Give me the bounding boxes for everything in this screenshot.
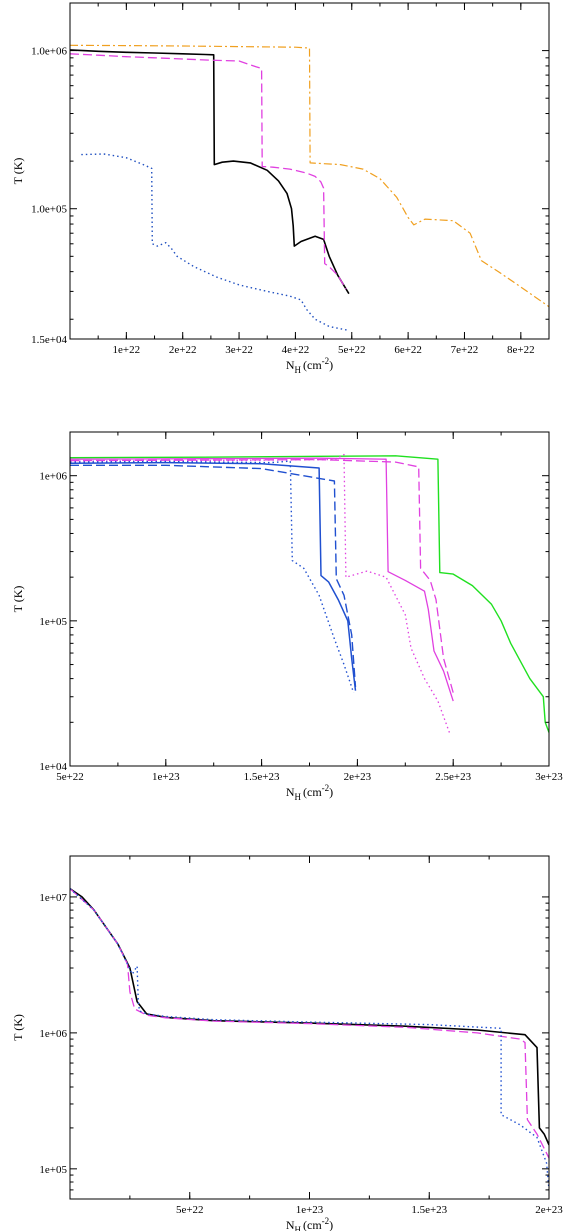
series-7-line xyxy=(70,460,355,693)
series-6-line xyxy=(70,464,357,688)
chart-1: 1e+22 2e+22 3e+22 4e+22 5e+22 6e+22 7e+22 8e+22… xyxy=(11,2,550,375)
x-tick-label: 7e+22 xyxy=(451,344,479,356)
y-tick-label: 1.5e+04 xyxy=(31,334,67,346)
series-2-line xyxy=(70,888,549,1159)
y-axis-title: T (K) xyxy=(11,158,25,185)
x-axis-title: NH (cm-2) xyxy=(286,356,333,375)
plot-frame xyxy=(69,431,550,767)
y-tick-label: 1e+06 xyxy=(39,1028,67,1040)
series-4-line xyxy=(81,153,350,332)
x-tick-label: 8e+22 xyxy=(507,344,535,356)
series-4-line xyxy=(70,453,451,733)
x-tick-label: 2e+22 xyxy=(169,344,197,356)
x-tick-label: 2.5e+23 xyxy=(435,771,471,783)
x-axis-title: NH (cm-2) xyxy=(286,1216,333,1231)
plot-area xyxy=(70,888,549,1190)
x-tick-label: 2e+23 xyxy=(535,1204,563,1216)
y-tick-label: 1e+05 xyxy=(39,1164,67,1176)
x-axis-title: NH (cm-2) xyxy=(286,783,333,802)
chart-2: 5e+22 1e+23 1.5e+23 2e+23 2.5e+23 3e+23 1e+06 1… xyxy=(11,431,563,802)
x-tick-label: 3e+23 xyxy=(535,771,563,783)
series-3-line xyxy=(70,458,454,693)
x-tick-label: 5e+22 xyxy=(176,1204,204,1216)
x-tick-label: 4e+22 xyxy=(282,344,310,356)
y-tick-label: 1.0e+06 xyxy=(31,46,67,58)
y-tick-label: 1e+04 xyxy=(39,761,67,773)
series-1-line xyxy=(70,49,350,295)
x-tick-label: 3e+22 xyxy=(225,344,253,356)
series-1-line xyxy=(70,455,549,733)
x-tick-label: 2e+23 xyxy=(344,771,372,783)
x-tick-label: 1e+23 xyxy=(296,1204,324,1216)
y-axis-title: T (K) xyxy=(11,1014,25,1041)
x-tick-label: 5e+22 xyxy=(56,771,84,783)
y-axis-title: T (K) xyxy=(11,586,25,613)
y-tick-label: 1e+07 xyxy=(39,892,67,904)
plot-area xyxy=(70,453,549,733)
x-tick-label: 1.5e+23 xyxy=(411,1204,447,1216)
chart-3: 5e+22 1e+23 1.5e+23 2e+23 1e+07 1e+06 1e+05 T (… xyxy=(11,855,563,1231)
x-tick-label: 5e+22 xyxy=(338,344,366,356)
x-tick-label: 1e+23 xyxy=(152,771,180,783)
x-tick-label: 6e+22 xyxy=(394,344,422,356)
series-1-line xyxy=(70,888,549,1146)
x-tick-label: 1.5e+23 xyxy=(244,771,280,783)
plot-area xyxy=(70,44,549,332)
series-2-line xyxy=(70,53,347,290)
y-tick-label: 1e+06 xyxy=(39,471,67,483)
series-3-line xyxy=(70,44,549,308)
series-5-line xyxy=(70,461,357,691)
series-2-line xyxy=(70,457,454,702)
x-tick-label: 1e+22 xyxy=(113,344,141,356)
y-tick-label: 1e+05 xyxy=(39,616,67,628)
series-3-line xyxy=(70,888,549,1190)
plot-frame xyxy=(69,2,550,340)
y-tick-label: 1.0e+05 xyxy=(31,204,67,216)
